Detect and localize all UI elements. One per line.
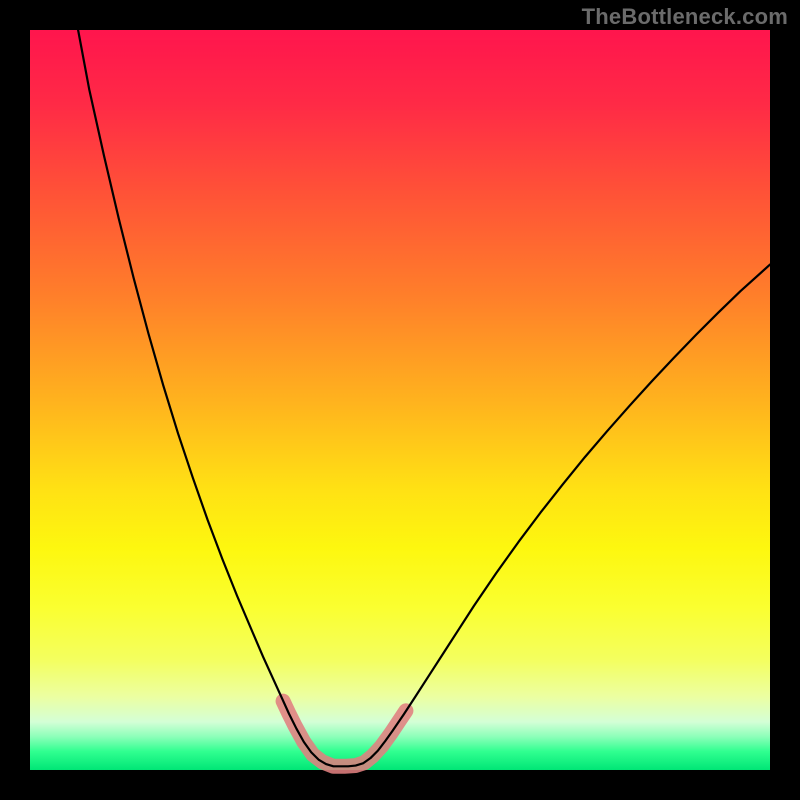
- bottleneck-chart: [0, 0, 800, 800]
- plot-background: [30, 30, 770, 770]
- chart-container: TheBottleneck.com: [0, 0, 800, 800]
